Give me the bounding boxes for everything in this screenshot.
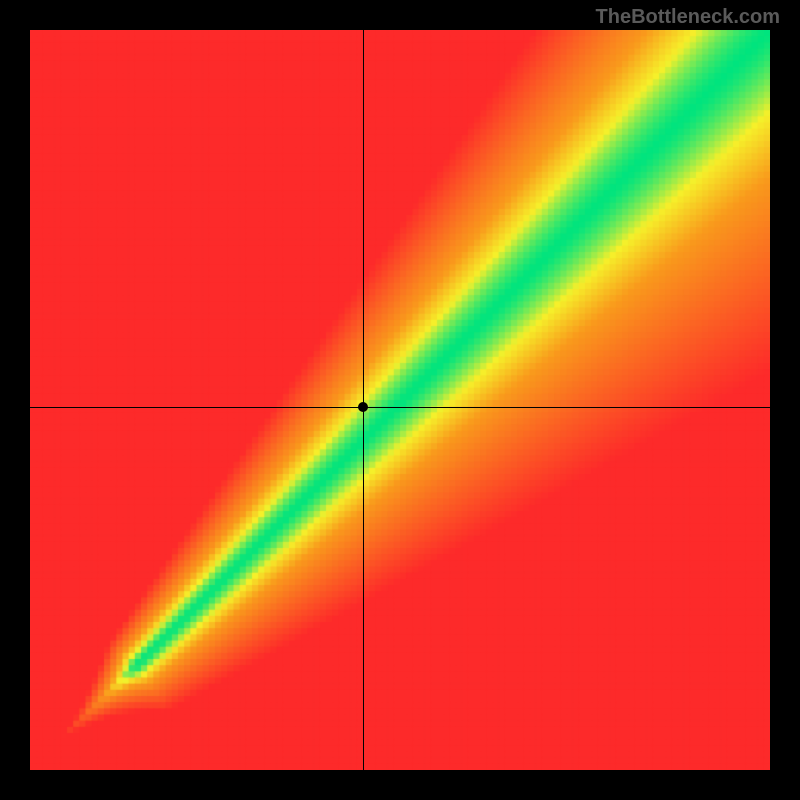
marker-point [358,402,368,412]
crosshair-vertical [363,30,364,770]
chart-container: TheBottleneck.com [0,0,800,800]
heatmap-canvas [30,30,770,770]
watermark-text: TheBottleneck.com [596,6,780,29]
crosshair-horizontal [30,407,770,408]
